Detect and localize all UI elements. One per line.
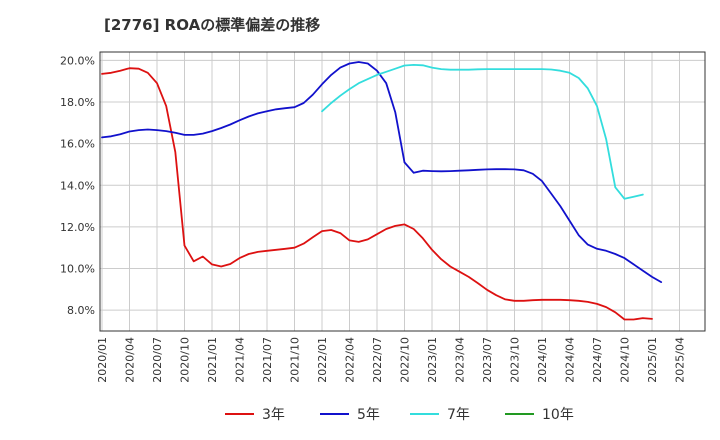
- x-tick-label: 2021/01: [206, 337, 219, 383]
- x-tick-label: 2025/04: [674, 337, 687, 383]
- x-tick-label: 2024/04: [564, 337, 577, 383]
- x-tick-label: 2020/10: [179, 337, 192, 383]
- legend-label: 3年: [262, 407, 285, 423]
- x-tick-label: 2024/10: [619, 337, 632, 383]
- x-tick-label: 2020/04: [124, 337, 137, 383]
- y-tick-label: 20.0%: [60, 54, 95, 67]
- x-tick-label: 2023/07: [481, 337, 494, 383]
- x-axis: 2020/01 2020/04 2020/07 2020/10 2021/01 2021/…: [96, 337, 687, 383]
- legend-label: 7年: [447, 407, 470, 423]
- x-tick-label: 2022/01: [316, 337, 329, 383]
- x-tick-label: 2021/07: [261, 337, 274, 383]
- plot-area-border: [99, 51, 706, 332]
- legend-label: 10年: [542, 407, 574, 423]
- x-tick-label: 2020/01: [96, 337, 109, 383]
- series-line-7年: [321, 64, 644, 200]
- x-tick-label: 2022/10: [399, 337, 412, 383]
- y-tick-label: 8.0%: [67, 304, 95, 317]
- chart-title: [2776] ROAの標準偏差の推移: [104, 16, 321, 34]
- y-tick-label: 10.0%: [60, 263, 95, 276]
- x-tick-label: 2023/04: [454, 337, 467, 383]
- y-axis: 8.0% 10.0% 12.0% 14.0% 16.0% 18.0% 20.0%: [60, 54, 95, 317]
- series-line-3年: [101, 67, 653, 321]
- x-tick-label: 2021/04: [234, 337, 247, 383]
- x-tick-label: 2023/10: [509, 337, 522, 383]
- y-tick-label: 18.0%: [60, 96, 95, 109]
- x-tick-label: 2022/07: [371, 337, 384, 383]
- x-tick-label: 2021/10: [289, 337, 302, 383]
- series-line-5年: [101, 61, 663, 284]
- series-lines: [101, 61, 663, 321]
- x-tick-label: 2023/01: [426, 337, 439, 383]
- x-tick-label: 2025/01: [646, 337, 659, 383]
- legend: 3年 5年 7年 10年: [225, 407, 574, 423]
- y-tick-label: 16.0%: [60, 138, 95, 151]
- x-tick-label: 2024/07: [591, 337, 604, 383]
- grid-lines: [100, 52, 705, 331]
- x-tick-label: 2022/04: [344, 337, 357, 383]
- legend-label: 5年: [357, 407, 380, 423]
- y-tick-label: 14.0%: [60, 179, 95, 192]
- x-tick-label: 2024/01: [536, 337, 549, 383]
- y-tick-label: 12.0%: [60, 221, 95, 234]
- x-tick-label: 2020/07: [151, 337, 164, 383]
